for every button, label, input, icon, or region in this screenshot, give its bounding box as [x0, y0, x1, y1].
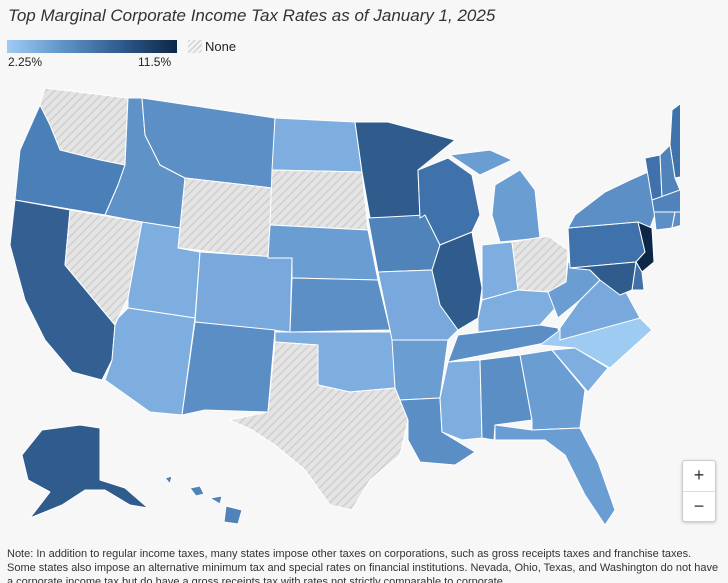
state-TX[interactable] — [229, 341, 409, 511]
state-ND[interactable] — [271, 117, 363, 173]
state-KS[interactable] — [289, 277, 391, 333]
state-SC[interactable] — [551, 347, 609, 393]
zoom-out-button[interactable]: − — [683, 491, 715, 522]
state-AR[interactable] — [391, 339, 449, 401]
legend-min-label: 2.25% — [8, 55, 43, 69]
us-states-map — [9, 87, 680, 526]
state-AK[interactable] — [21, 424, 149, 519]
state-IL[interactable] — [431, 231, 483, 331]
zoom-control: + − — [682, 460, 716, 522]
state-NY[interactable] — [567, 171, 657, 229]
state-HI[interactable] — [164, 475, 243, 525]
legend-color-scale — [7, 40, 177, 53]
zoom-in-button[interactable]: + — [693, 465, 705, 485]
state-OH[interactable] — [511, 235, 569, 293]
state-MS[interactable] — [439, 359, 483, 441]
state-NM[interactable] — [181, 321, 276, 416]
state-CO[interactable] — [194, 251, 293, 333]
state-WY[interactable] — [177, 177, 273, 259]
state-FL[interactable] — [494, 424, 616, 526]
map-title: Top Marginal Corporate Income Tax Rates … — [8, 6, 496, 25]
state-SD[interactable] — [269, 169, 369, 231]
state-NH[interactable] — [659, 144, 680, 199]
legend-none-swatch — [188, 40, 202, 53]
state-RI[interactable] — [671, 211, 680, 229]
state-PA[interactable] — [567, 221, 646, 269]
legend-max-label: 11.5% — [138, 55, 172, 69]
state-AZ[interactable] — [104, 307, 196, 416]
footnote: Note: In addition to regular income taxe… — [7, 548, 719, 583]
legend-none-label: None — [205, 39, 237, 54]
state-MD[interactable] — [569, 261, 637, 296]
